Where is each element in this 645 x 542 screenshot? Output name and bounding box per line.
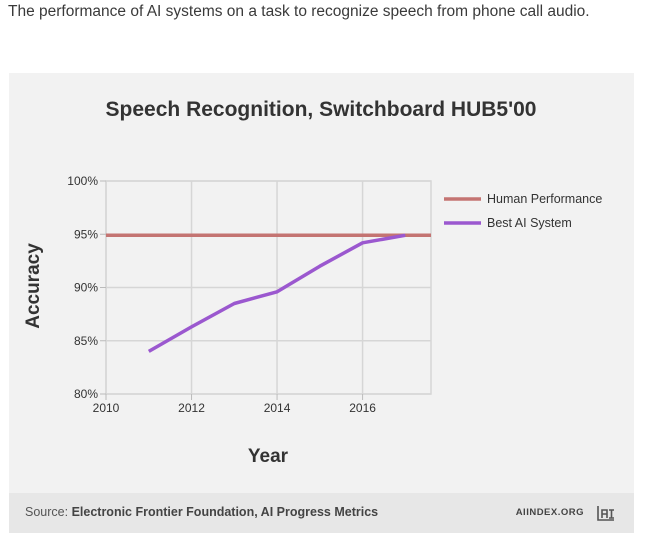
chart-card: Speech Recognition, Switchboard HUB5'00 … — [9, 73, 634, 533]
legend-label: Best AI System — [487, 216, 572, 230]
page-caption: The performance of AI systems on a task … — [8, 3, 590, 20]
y-tick-label: 85% — [74, 334, 98, 348]
chart: Speech Recognition, Switchboard HUB5'00 … — [23, 98, 602, 467]
legend: Human Performance Best AI System — [444, 192, 602, 230]
source-name: Electronic Frontier Foundation, AI Progr… — [71, 505, 379, 519]
y-axis-label: Accuracy — [23, 243, 44, 329]
series-layer — [105, 233, 432, 353]
brand-link[interactable]: AIINDEX.ORG — [515, 507, 584, 518]
axis-layer: 80% 85% 90% 95% 100% 2010 2012 2014 2016 — [67, 174, 376, 415]
chart-title: Speech Recognition, Switchboard HUB5'00 — [106, 98, 537, 121]
y-tick-label: 80% — [74, 387, 98, 401]
x-tick-label: 2010 — [93, 401, 120, 415]
x-axis-label: Year — [248, 446, 289, 467]
y-tick-label: 95% — [74, 227, 98, 241]
legend-label: Human Performance — [487, 192, 602, 206]
y-tick-label: 90% — [74, 281, 98, 295]
grid-layer — [105, 180, 432, 395]
source-text: Source: Electronic Frontier Foundation, … — [25, 505, 378, 519]
x-tick-label: 2012 — [178, 401, 205, 415]
x-tick-label: 2014 — [264, 401, 291, 415]
ai-index-logo-icon — [597, 506, 614, 521]
y-tick-label: 100% — [67, 174, 98, 188]
source-prefix: Source: — [25, 505, 72, 519]
footer: Source: Electronic Frontier Foundation, … — [9, 493, 634, 533]
x-tick-label: 2016 — [349, 401, 376, 415]
